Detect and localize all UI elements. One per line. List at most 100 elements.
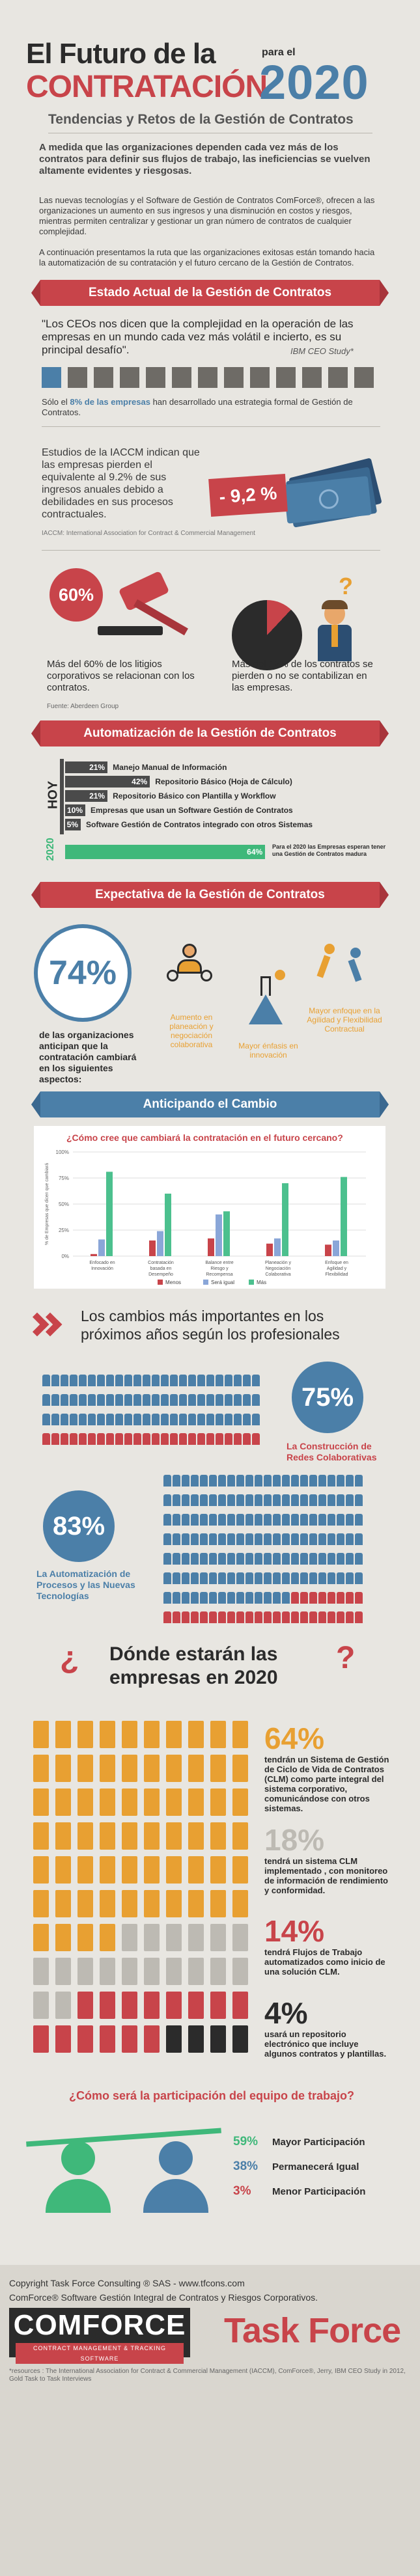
banner-automatizacion: Automatización de la Gestión de Contrato…: [31, 720, 389, 747]
chart-bar: [333, 1240, 339, 1256]
person-icon: [188, 1394, 196, 1406]
building-icon: [77, 1856, 93, 1884]
people-row: [42, 1428, 276, 1447]
building-icon: [100, 2025, 115, 2053]
person-icon: [264, 1592, 272, 1604]
building-icon: [100, 1788, 115, 1816]
person-icon: [133, 1394, 141, 1406]
perdidos-text: Más del 12% de los contratos se pierden …: [232, 659, 373, 693]
chart-y-tick: 25%: [59, 1227, 69, 1233]
person-icon: [337, 1572, 344, 1584]
building-row: [30, 1856, 251, 1890]
person-icon: [227, 1533, 235, 1545]
person-icon: [355, 1514, 363, 1526]
bar-2020-label: Para el 2020 las Empresas esperan tener …: [272, 843, 386, 857]
person-icon: [243, 1394, 251, 1406]
building-icon: [77, 1890, 93, 1917]
expectativa-item-2: Mayor énfasis en innovación: [238, 1041, 298, 1060]
person-icon: [355, 1572, 363, 1584]
person-icon: [173, 1475, 180, 1487]
person-icon: [337, 1533, 344, 1545]
building-icon: [77, 1788, 93, 1816]
person-icon: [182, 1494, 189, 1506]
person-icon: [346, 1494, 354, 1506]
donde-pct-4: 4%: [264, 1996, 308, 2030]
person-icon: [328, 1572, 335, 1584]
change-chart-title: ¿Cómo cree que cambiará la contratación …: [66, 1132, 343, 1143]
building-row: [30, 1755, 251, 1788]
person-icon: [273, 1572, 281, 1584]
person-icon: [318, 1514, 326, 1526]
person-icon: [218, 1592, 226, 1604]
person-icon: [200, 1494, 208, 1506]
person-icon: [170, 1433, 178, 1445]
person-icon: [236, 1592, 244, 1604]
building-icon: [146, 367, 165, 388]
building-icon: [144, 1755, 160, 1782]
donde-text-1: tendrán un Sistema de Gestión de Ciclo d…: [264, 1755, 389, 1813]
building-icon: [55, 1958, 71, 1985]
building-icon: [188, 1890, 204, 1917]
person-icon: [243, 1433, 251, 1445]
person-icon: [264, 1514, 272, 1526]
person-icon: [124, 1433, 132, 1445]
person-icon: [300, 1494, 308, 1506]
chart-x-tick: Agilidad y: [327, 1267, 347, 1271]
building-icon: [166, 1755, 182, 1782]
chart-bar: [98, 1239, 105, 1256]
person-icon: [234, 1394, 242, 1406]
person-icon: [218, 1553, 226, 1565]
person-icon: [216, 1375, 223, 1386]
team-illustration: [26, 2122, 221, 2213]
building-icon: [172, 367, 191, 388]
person-icon: [209, 1494, 217, 1506]
automation-bar-label: Repositorio Básico con Plantilla y Workf…: [113, 791, 276, 801]
person-icon: [218, 1572, 226, 1584]
buildings-pre-text: Sólo el: [42, 397, 70, 407]
person-icon: [282, 1533, 290, 1545]
person-icon: [115, 1375, 123, 1386]
title-line2: CONTRATACIÓN: [26, 70, 268, 104]
building-icon: [188, 1788, 204, 1816]
building-icon: [122, 1856, 137, 1884]
building-row: [30, 1890, 251, 1924]
person-icon: [291, 1572, 299, 1584]
person-icon: [243, 1375, 251, 1386]
person-icon: [218, 1611, 226, 1623]
person-icon: [309, 1514, 317, 1526]
person-icon: [346, 1553, 354, 1565]
donde-pct-2: 18%: [264, 1823, 325, 1857]
chart-x-tick: Negociación: [266, 1267, 291, 1271]
person-icon: [225, 1433, 232, 1445]
buildings-caption: Sólo el 8% de las empresas han desarroll…: [42, 397, 367, 418]
person-icon: [197, 1375, 205, 1386]
people-row: [163, 1528, 391, 1548]
person-icon: [216, 1414, 223, 1425]
person-icon: [200, 1572, 208, 1584]
cambios-title: Los cambios más importantes en los próxi…: [81, 1308, 340, 1343]
automation-bar: 21%: [65, 790, 108, 802]
person-icon: [236, 1611, 244, 1623]
building-icon: [210, 2025, 226, 2053]
chart-x-tick: basada en: [150, 1267, 172, 1271]
person-icon: [51, 1375, 59, 1386]
chart-bar: [216, 1214, 222, 1256]
building-icon: [210, 1890, 226, 1917]
person-icon: [42, 1394, 50, 1406]
automation-bar-label: Repositorio Básico (Hoja de Cálculo): [155, 777, 292, 786]
chart-x-tick: Innovación: [91, 1267, 113, 1271]
person-icon: [182, 1572, 189, 1584]
person-icon: [191, 1494, 199, 1506]
equipo-title: ¿Cómo será la participación del equipo d…: [68, 2089, 355, 2102]
person-icon: [245, 1533, 253, 1545]
chevrons-icon: [25, 1311, 74, 1343]
person-icon: [173, 1611, 180, 1623]
person-icon: [309, 1494, 317, 1506]
donde-pct-3: 14%: [264, 1914, 325, 1948]
person-icon: [191, 1533, 199, 1545]
chart-y-label: % de Empresas que dicen que cambiará: [45, 1163, 49, 1245]
person-icon: [182, 1553, 189, 1565]
person-icon: [245, 1592, 253, 1604]
person-icon: [309, 1592, 317, 1604]
automation-bar: 42%: [65, 776, 150, 788]
